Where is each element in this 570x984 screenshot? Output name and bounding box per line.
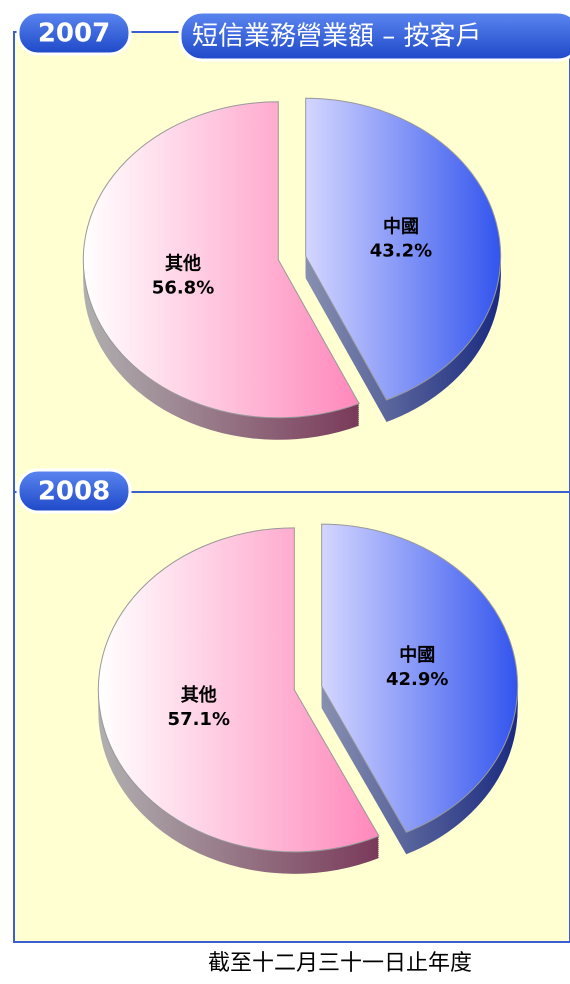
slice [97, 527, 380, 853]
slice-category: 其他 [181, 684, 217, 706]
slice-value-label: 42.9% [386, 669, 448, 690]
slice [305, 97, 502, 401]
footnote: 截至十二月三十一日止年度 [208, 951, 472, 976]
chart-title: 短信業務營業額 – 按客戶 [192, 22, 482, 52]
slice-value-label: 57.1% [168, 709, 230, 730]
year-pill [16, 468, 132, 514]
year-label: 2008 [38, 477, 110, 507]
slice [82, 101, 360, 419]
slice-value-label: 43.2% [370, 240, 432, 261]
slice [321, 523, 519, 833]
slice-value-label: 56.8% [152, 278, 214, 299]
year-label: 2007 [38, 19, 110, 49]
slice-category: 其他 [165, 253, 201, 275]
title-pill [178, 10, 570, 62]
year-pill [16, 10, 132, 56]
slice-category: 中國 [383, 215, 419, 237]
slice-category: 中國 [399, 644, 435, 666]
